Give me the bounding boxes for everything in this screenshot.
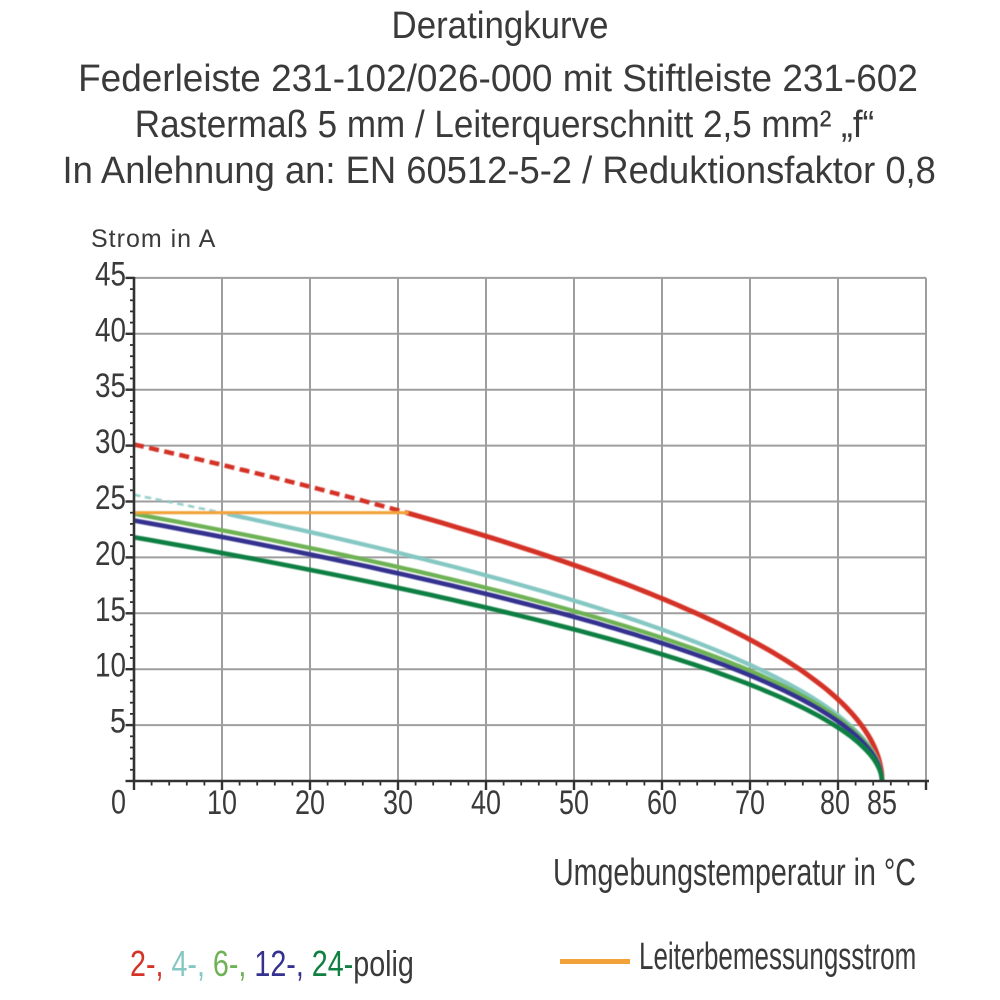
svg-text:30: 30 [383, 784, 413, 822]
svg-text:5: 5 [110, 703, 126, 741]
svg-text:50: 50 [559, 784, 589, 822]
svg-text:45: 45 [95, 255, 126, 293]
svg-text:10: 10 [207, 784, 237, 822]
svg-text:20: 20 [295, 784, 325, 822]
svg-text:80: 80 [820, 784, 850, 822]
svg-text:20: 20 [95, 535, 126, 573]
svg-text:30: 30 [95, 423, 126, 461]
svg-text:25: 25 [95, 479, 126, 517]
svg-text:35: 35 [95, 367, 126, 405]
svg-text:0: 0 [111, 784, 126, 822]
svg-text:15: 15 [95, 591, 126, 629]
svg-text:70: 70 [735, 784, 765, 822]
svg-text:40: 40 [471, 784, 501, 822]
svg-text:10: 10 [95, 647, 126, 685]
svg-text:85: 85 [867, 784, 897, 822]
svg-text:60: 60 [647, 784, 677, 822]
svg-text:40: 40 [95, 311, 126, 349]
